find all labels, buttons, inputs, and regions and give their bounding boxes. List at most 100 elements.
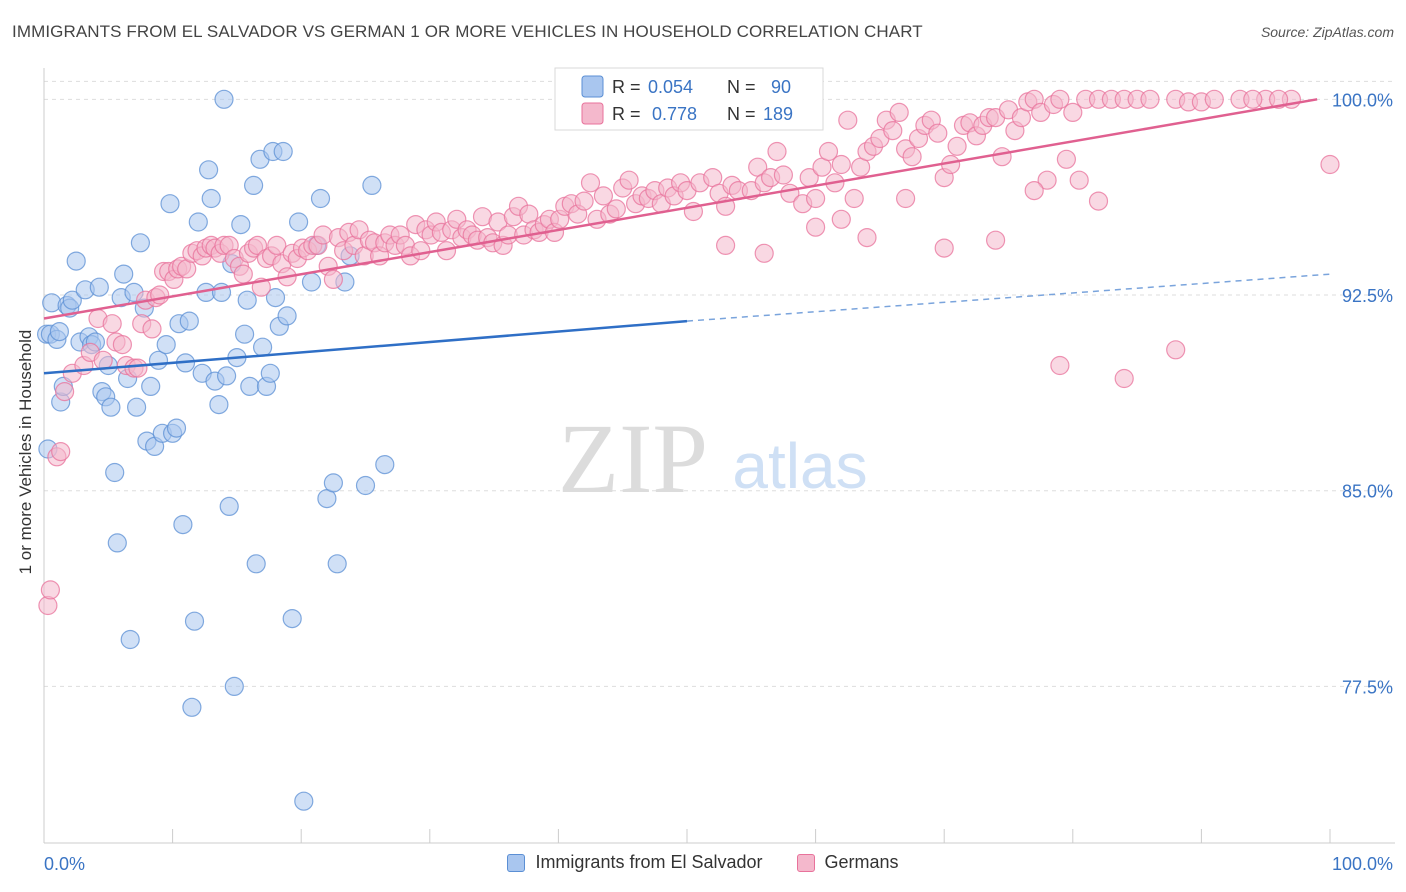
point-el-salvador-38 — [160, 194, 180, 214]
point-germans-166 — [992, 147, 1012, 167]
point-germans-4 — [54, 382, 75, 402]
trend-line-germans — [43, 98, 1318, 320]
point-germans-173 — [1037, 170, 1057, 190]
point-el-salvador-72 — [265, 288, 286, 308]
point-germans-201 — [1268, 89, 1289, 109]
point-el-salvador-37 — [156, 335, 176, 355]
point-germans-175 — [1050, 89, 1070, 109]
point-germans-10 — [102, 314, 122, 334]
point-germans-206 — [1024, 181, 1044, 201]
point-el-salvador-17 — [89, 277, 109, 297]
source-label: Source: ZipAtlas.com — [1260, 24, 1394, 40]
point-el-salvador-64 — [240, 376, 260, 396]
point-germans-133 — [773, 165, 794, 185]
point-germans-18 — [142, 319, 162, 339]
y-tick-label-0: 100.0% — [1332, 90, 1393, 110]
chart-title: IMMIGRANTS FROM EL SALVADOR VS GERMAN 1 … — [12, 22, 923, 41]
point-germans-45 — [267, 235, 287, 255]
point-germans-177 — [1063, 102, 1083, 123]
point-germans-132 — [767, 141, 787, 162]
point-el-salvador-46 — [184, 611, 205, 631]
point-germans-149 — [883, 121, 903, 141]
point-el-salvador-65 — [244, 175, 264, 195]
point-el-salvador-63 — [237, 290, 257, 310]
point-el-salvador-5 — [49, 322, 70, 342]
point-el-salvador-75 — [277, 306, 297, 326]
point-germans-56 — [323, 269, 343, 289]
legend-r-label-2: R = — [612, 104, 641, 124]
point-germans-183 — [1140, 89, 1160, 109]
point-germans-107 — [593, 186, 614, 206]
point-germans-15 — [128, 358, 148, 378]
legend-label-germans: Germans — [824, 852, 899, 872]
point-germans-159 — [947, 136, 967, 156]
point-el-salvador-62 — [235, 324, 255, 344]
point-germans-142 — [838, 110, 858, 130]
point-el-salvador-10 — [62, 290, 82, 310]
legend-swatch-blue — [581, 75, 604, 98]
point-germans-189 — [1166, 340, 1186, 360]
point-germans-1 — [40, 580, 61, 600]
legend-label-el-salvador: Immigrants from El Salvador — [535, 852, 763, 872]
legend-r-label-1: R = — [612, 77, 641, 97]
point-germans-105 — [580, 173, 601, 193]
point-el-salvador-33 — [141, 376, 161, 396]
point-el-salvador-55 — [214, 89, 234, 109]
legend-swatch-pink — [581, 102, 604, 125]
legend-n-value-2: 189 — [763, 104, 793, 124]
point-germans-0 — [38, 595, 58, 616]
point-germans-73 — [411, 241, 431, 261]
tick-labels: 100.0% 92.5% 85.0% 77.5% 0.0% 100.0% — [44, 90, 1393, 874]
point-germans-41 — [247, 235, 268, 255]
watermark: ZIP atlas — [558, 403, 868, 514]
point-germans-156 — [928, 123, 948, 143]
trend-line-el-salvador — [43, 319, 688, 375]
point-germans-104 — [574, 191, 594, 211]
point-germans-190 — [985, 230, 1006, 250]
point-germans-12 — [112, 335, 133, 355]
point-el-salvador-27 — [120, 629, 140, 650]
point-germans-202 — [1204, 89, 1224, 109]
trend-lines — [43, 98, 1331, 375]
point-el-salvador-53 — [209, 395, 229, 415]
watermark-atlas: atlas — [732, 430, 867, 502]
point-el-salvador-11 — [66, 251, 86, 271]
series-legend: Immigrants from El Salvador Germans — [0, 852, 1406, 873]
point-germans-9 — [93, 350, 113, 370]
point-el-salvador-21 — [101, 397, 121, 417]
point-el-salvador-44 — [179, 311, 199, 331]
point-el-salvador-84 — [327, 554, 347, 574]
point-el-salvador-77 — [289, 212, 309, 232]
legend-item-germans: Germans — [796, 852, 899, 873]
point-germans-195 — [805, 217, 826, 237]
y-tick-label-1: 92.5% — [1342, 286, 1393, 306]
point-el-salvador-40 — [166, 418, 187, 438]
point-el-salvador-79 — [301, 272, 322, 292]
point-el-salvador-47 — [188, 212, 208, 232]
watermark-zip: ZIP — [558, 403, 708, 514]
legend-r-value-2: 0.778 — [652, 104, 697, 124]
point-germans-207 — [857, 228, 877, 248]
point-el-salvador-87 — [355, 475, 376, 496]
point-germans-152 — [902, 147, 922, 167]
point-el-salvador-51 — [201, 188, 221, 209]
point-el-salvador-76 — [282, 608, 302, 629]
point-el-salvador-83 — [323, 473, 343, 493]
point-germans-205 — [1088, 191, 1109, 211]
legend-swatch-el-salvador — [507, 853, 526, 872]
point-el-salvador-70 — [260, 363, 280, 383]
point-el-salvador-66 — [246, 554, 266, 574]
point-germans-186 — [1320, 154, 1340, 175]
point-germans-187 — [1050, 355, 1070, 376]
point-el-salvador-57 — [219, 496, 239, 516]
legend-item-el-salvador: Immigrants from El Salvador — [507, 852, 763, 873]
stats-legend: R = 0.054 N = 90 R = 0.778 N = 189 — [554, 67, 824, 131]
point-el-salvador-74 — [273, 141, 293, 162]
point-germans-38 — [233, 264, 253, 284]
point-germans-192 — [754, 243, 774, 263]
point-el-salvador-61 — [231, 215, 251, 235]
point-el-salvador-42 — [173, 514, 193, 535]
y-tick-label-3: 77.5% — [1342, 677, 1393, 697]
point-el-salvador-78 — [294, 791, 314, 811]
